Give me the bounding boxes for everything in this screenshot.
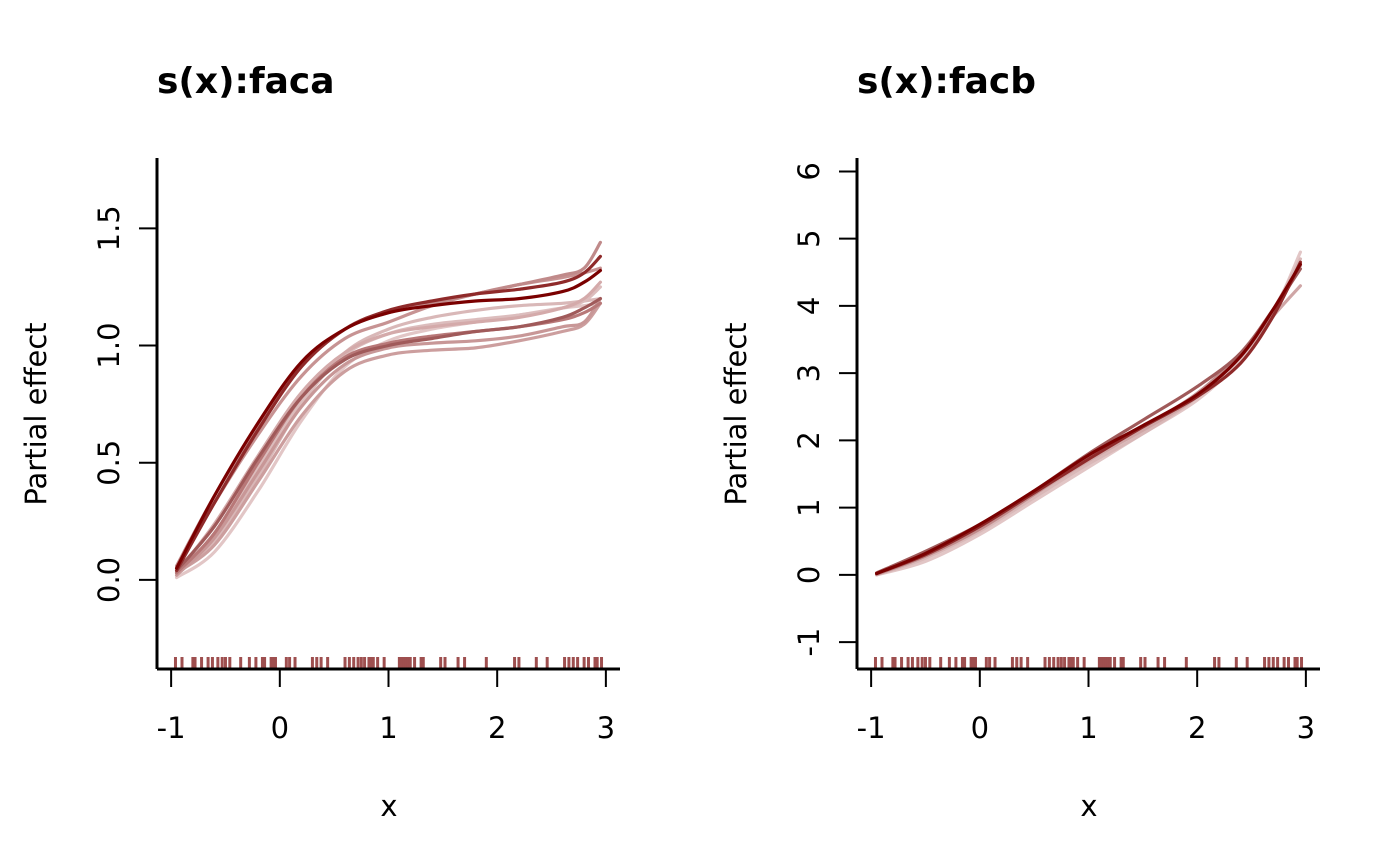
y-tick-label: 1 — [792, 498, 826, 516]
y-tick-label: 0 — [792, 566, 826, 584]
series-line — [175, 254, 602, 573]
series-line — [175, 297, 602, 575]
panel-title: s(x):faca — [157, 61, 335, 102]
series-line — [175, 301, 602, 575]
panel-title: s(x):facb — [857, 61, 1036, 102]
series-line — [875, 250, 1302, 577]
series-line — [875, 284, 1302, 576]
panel-faca: s(x):faca x Partial effect -1 0 1 2 3 0.0 0.5 1… — [19, 61, 620, 823]
series-line — [875, 267, 1302, 575]
series-line — [875, 264, 1302, 576]
x-tick-label: 0 — [971, 711, 989, 745]
x-axis-label: x — [380, 789, 397, 823]
series-line — [175, 297, 602, 577]
y-tick-label: 2 — [792, 431, 826, 449]
y-tick-label: 0.5 — [92, 440, 126, 486]
x-tick-label: 1 — [379, 711, 397, 745]
x-tick-label: 0 — [271, 711, 289, 745]
y-axis-label: Partial effect — [719, 322, 753, 505]
plot-area: -1 0 1 2 3 0.0 0.5 1.0 1.5 — [92, 158, 620, 745]
series-line — [175, 301, 602, 575]
x-tick-label: 1 — [1079, 711, 1097, 745]
y-tick-label: 1.0 — [92, 322, 126, 368]
y-tick-label: 5 — [792, 229, 826, 247]
series-line — [175, 266, 602, 570]
x-tick-label: 2 — [1188, 711, 1206, 745]
series-line — [875, 262, 1302, 576]
y-axis-label: Partial effect — [19, 322, 53, 505]
y-tick-label: 1.5 — [92, 205, 126, 251]
x-tick-label: 3 — [1297, 711, 1315, 745]
y-tick-label: 0.0 — [92, 557, 126, 603]
y-tick-label: 6 — [792, 162, 826, 180]
y-tick-label: 3 — [792, 364, 826, 382]
y-tick-label: 4 — [792, 297, 826, 315]
x-axis-label: x — [1080, 789, 1097, 823]
x-tick-label: -1 — [157, 711, 186, 745]
panel-facb: s(x):facb x Partial effect -1 0 1 2 3 -1 0 1 2 3 4… — [719, 61, 1320, 823]
x-tick-label: 3 — [597, 711, 615, 745]
series-line — [175, 297, 602, 573]
series-line — [175, 268, 602, 570]
series-line — [875, 257, 1302, 577]
x-tick-label: -1 — [857, 711, 886, 745]
series-line — [875, 260, 1302, 576]
plot-area: -1 0 1 2 3 -1 0 1 2 3 4 5 6 — [792, 158, 1320, 745]
y-tick-label: -1 — [792, 628, 826, 657]
x-tick-label: 2 — [488, 711, 506, 745]
